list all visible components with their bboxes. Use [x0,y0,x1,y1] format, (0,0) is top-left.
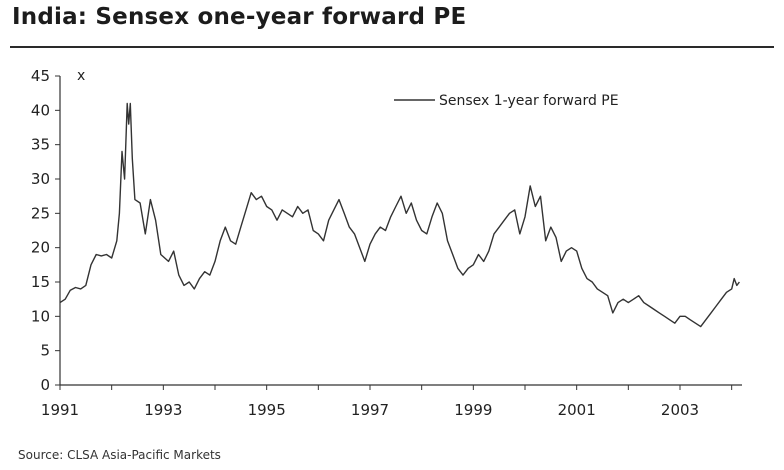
y-tick-label: 5 [40,342,50,360]
y-tick-label: 30 [31,170,50,188]
x-tick-label: 1999 [454,401,492,419]
y-axis-unit-label: x [77,68,85,84]
title-divider [10,46,774,48]
x-axis-ticks: 1991 1993 1995 1997 1999 2001 2003 [41,385,733,419]
legend-label: Sensex 1-year forward PE [439,93,619,109]
y-tick-label: 0 [40,376,50,394]
x-tick-label: 1997 [351,401,389,419]
x-tick-label: 2003 [661,401,699,419]
x-tick-label: 2001 [558,401,596,419]
chart-axes [59,76,742,386]
x-tick-label: 1991 [41,401,79,419]
y-tick-label: 35 [31,136,50,154]
pe-line-chart: 0 5 10 15 20 25 30 35 40 45 1991 1993 1995 1997 1999 2… [31,67,742,419]
chart-title: India: Sensex one-year forward PE [12,4,467,30]
series-group [59,102,740,328]
y-tick-label: 15 [31,273,50,291]
source-note: Source: CLSA Asia-Pacific Markets [18,448,221,462]
y-tick-label: 10 [31,307,50,325]
y-tick-label: 25 [31,204,50,222]
x-tick-label: 1993 [144,401,182,419]
chart-legend: Sensex 1-year forward PE [394,93,619,109]
series-line [59,102,740,328]
y-tick-label: 20 [31,239,50,257]
y-tick-label: 45 [31,67,50,85]
x-tick-label: 1995 [248,401,286,419]
y-axis-ticks: 0 5 10 15 20 25 30 35 40 45 [31,67,60,394]
y-tick-label: 40 [31,101,50,119]
